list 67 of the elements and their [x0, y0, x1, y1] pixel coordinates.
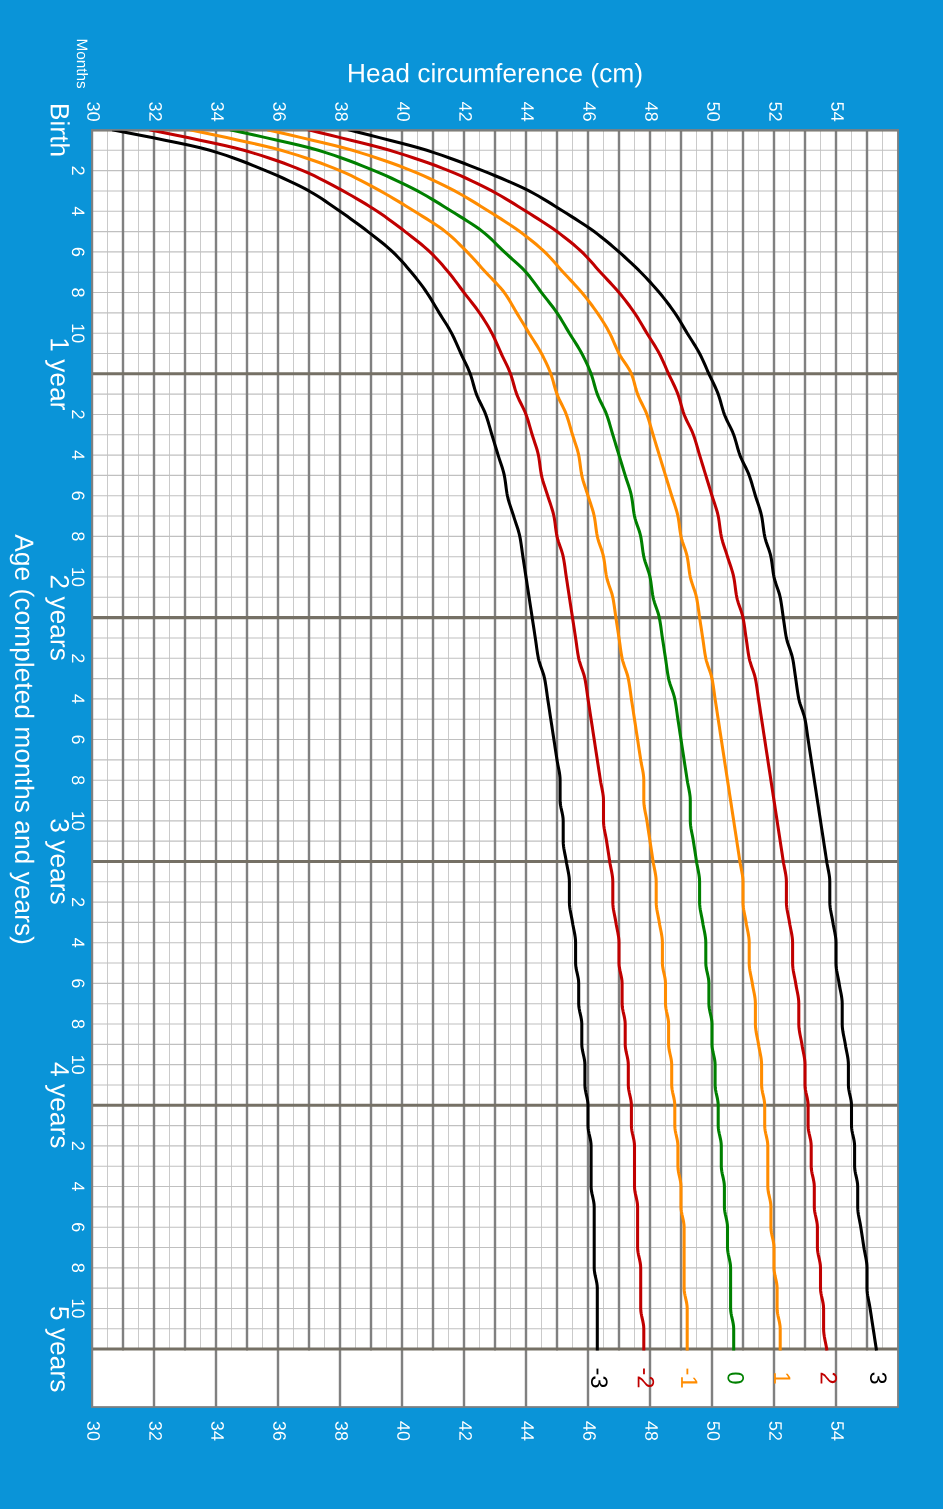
x2-tick-label: 36 [273, 1421, 286, 1441]
x-tick-label: 48 [645, 102, 658, 121]
y-tick-label: 6 [71, 1223, 85, 1232]
x-tick-label: 34 [211, 102, 224, 122]
y-tick-label: 2 [71, 410, 85, 419]
y-axis-title: Age (completed months and years) [9, 534, 35, 944]
y-tick-label: 4 years [45, 1062, 69, 1148]
y-tick-label: 5 years [45, 1306, 69, 1392]
x2-tick-label: 52 [769, 1421, 782, 1441]
x-tick-label: 36 [273, 102, 286, 121]
x-tick-label: 30 [87, 102, 100, 121]
text: 0 [727, 1372, 745, 1384]
x-tick-label: 40 [397, 102, 410, 121]
x2-tick-label: 38 [335, 1421, 348, 1441]
text: -2 [637, 1368, 655, 1388]
text: 1 [774, 1373, 791, 1384]
y-tick-label: 8 [71, 1263, 85, 1273]
text: 2 [820, 1372, 838, 1384]
y-tick-label: 6 [71, 491, 85, 500]
y-tick-label: 6 [71, 735, 85, 744]
y-tick-label: 2 [71, 897, 85, 907]
text: -3 [590, 1368, 608, 1388]
y-tick-label: 4 [71, 938, 85, 948]
x2-tick-label: 32 [149, 1421, 162, 1441]
x2-tick-label: 30 [87, 1421, 100, 1441]
x-tick-label: 38 [335, 102, 348, 121]
y-tick-label: 8 [71, 775, 85, 785]
x2-tick-label: 44 [521, 1421, 534, 1441]
y-tick-label: 2 [71, 654, 85, 663]
y-tick-label: 2 [71, 166, 85, 175]
y-tick-label: 2 [71, 1141, 85, 1151]
y-tick-label: 10 [71, 568, 85, 587]
y-tick-label: 4 [71, 450, 85, 460]
x2-tick-label: 42 [459, 1421, 472, 1441]
x2-axis-title: Head circumference (cm) [349, 63, 642, 88]
x-tick-label: 54 [831, 102, 844, 122]
y-tick-label: 4 [71, 1181, 85, 1192]
y-tick-label: 6 [71, 979, 85, 988]
y-tick-label: 8 [71, 288, 85, 297]
text: 3 [869, 1372, 887, 1384]
text: Months [76, 39, 88, 89]
y-tick-label: 8 [71, 532, 85, 541]
y-tick-label: 8 [71, 1019, 85, 1029]
y-tick-label: 4 [71, 206, 85, 216]
x2-tick-label: 34 [211, 1421, 224, 1441]
y-tick-label: 10 [71, 1055, 85, 1074]
y-tick-label: 2 years [45, 575, 70, 660]
y-tick-label: 10 [71, 324, 85, 343]
x-tick-label: 44 [521, 102, 534, 122]
x2-tick-label: 48 [645, 1421, 658, 1441]
x-tick-label: 32 [149, 102, 162, 121]
x-tick-label: 50 [707, 102, 720, 121]
x2-tick-label: 40 [397, 1421, 410, 1441]
x2-tick-label: 54 [831, 1421, 844, 1441]
y-tick-label: Birth [50, 105, 70, 156]
x-tick-label: 42 [459, 102, 472, 121]
y-tick-label: 4 [71, 694, 85, 704]
x-tick-label: 52 [769, 102, 782, 121]
y-tick-label: 10 [71, 812, 85, 831]
y-tick-label: 3 years [45, 819, 70, 904]
x2-tick-label: 46 [583, 1421, 596, 1441]
y-tick-label: 10 [71, 1299, 85, 1318]
text: -1 [681, 1368, 698, 1388]
x2-tick-label: 50 [707, 1421, 720, 1441]
x-tick-label: 46 [583, 102, 596, 121]
y-tick-label: 6 [71, 247, 85, 257]
y-tick-label: 1 year [45, 339, 69, 411]
